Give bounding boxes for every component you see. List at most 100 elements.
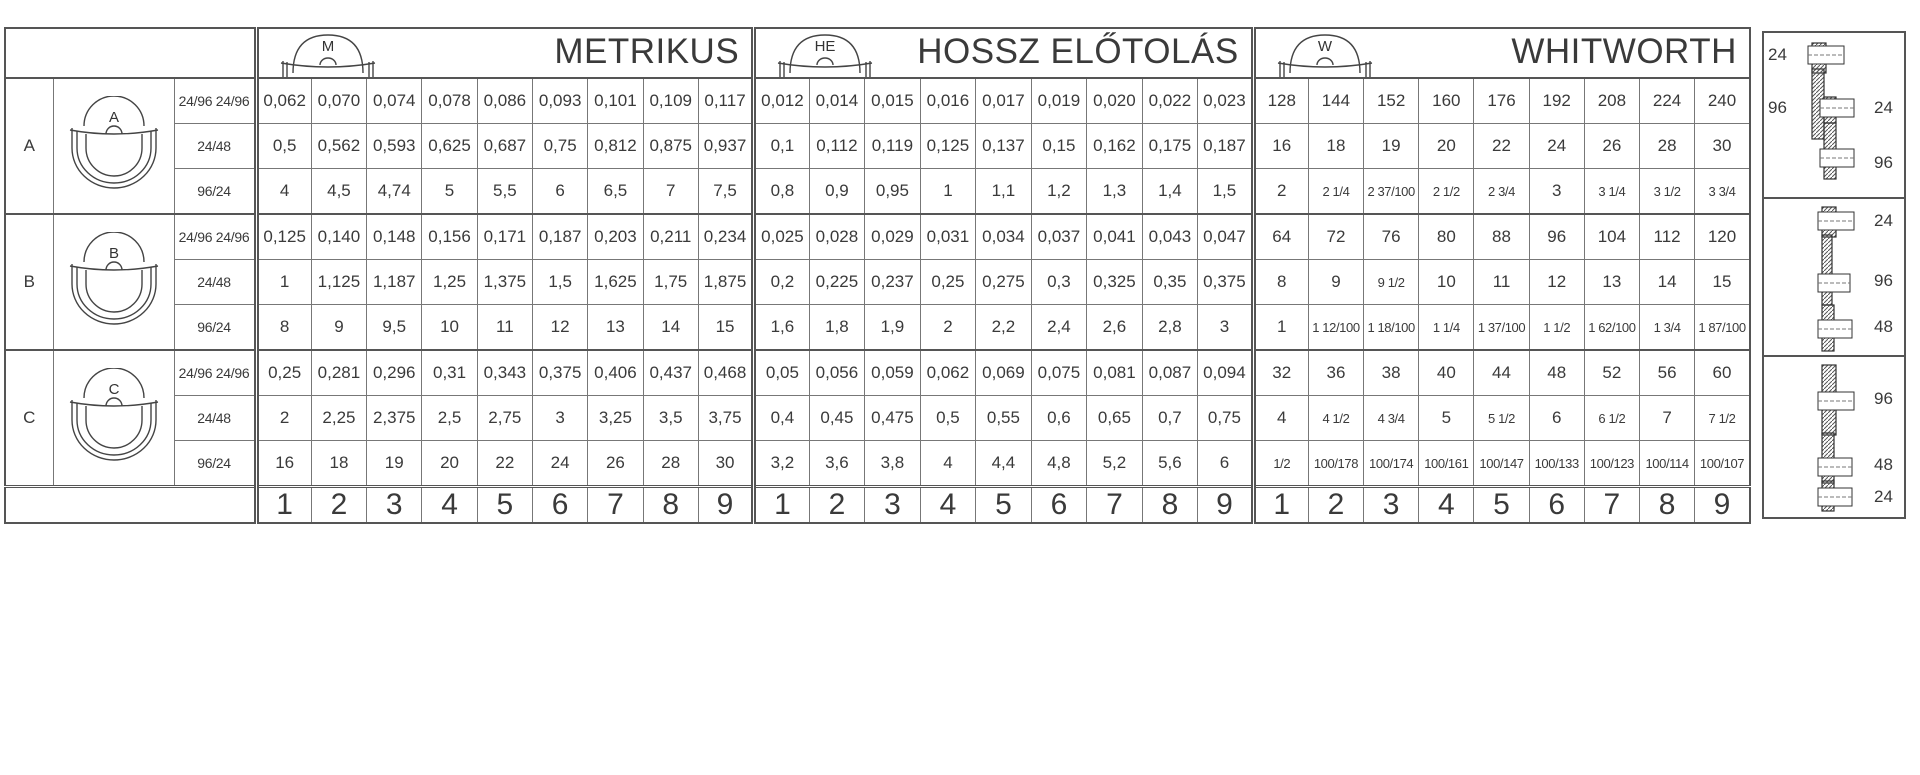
value-cell: 100/123 (1583, 440, 1640, 487)
value-cell: 1,2 (1030, 168, 1088, 215)
value-cell: 0,9 (808, 168, 866, 215)
value-cell: 0,275 (975, 259, 1032, 305)
value-cell: 0,35 (1141, 259, 1199, 305)
value-cell: 2,8 (1141, 304, 1199, 351)
value-cell: 0,281 (310, 349, 368, 396)
value-cell: 10 (1418, 259, 1475, 305)
value-cell: 0,137 (975, 123, 1032, 169)
value-cell: 4,4 (975, 440, 1032, 487)
value-cell: 0,148 (366, 213, 423, 260)
value-cell: 12 (531, 304, 589, 351)
value-cell: 38 (1363, 349, 1420, 396)
value-cell: 0,237 (864, 259, 921, 305)
table-row: A A 24/96 24/96 0,062 0,070 0,074 0,078 0,086 0,… (4, 77, 1751, 215)
value-cell: 2,6 (1086, 304, 1143, 351)
value-cell: 0,343 (476, 349, 533, 396)
value-cell: 1,1 (975, 168, 1032, 215)
value-cell: 19 (366, 440, 423, 487)
value-cell: 22 (1473, 123, 1530, 169)
value-cell: 0,65 (1086, 395, 1143, 441)
value-cell: 1,125 (310, 259, 368, 305)
threading-feed-chart: M METRIKUS HE HOSSZ ELŐTOLÁS W WHITWORTH A A 24/… (4, 27, 1751, 524)
value-cell: 1 1/2 (1528, 304, 1585, 351)
value-cell: 2,2 (975, 304, 1032, 351)
value-cell: 1,9 (864, 304, 921, 351)
lever-letter: A (108, 109, 118, 126)
lever-position-number: 5 (975, 485, 1032, 524)
value-cell: 76 (1363, 213, 1420, 260)
value-cell: 128 (1250, 77, 1309, 124)
lever-position-number: 2 (808, 485, 866, 524)
value-cell: 0,4 (751, 395, 810, 441)
lever-position-number: 8 (1638, 485, 1696, 524)
value-cell: 0,014 (808, 77, 866, 124)
lever-position-number: 6 (531, 485, 589, 524)
gear-tooth-count: 24 (1874, 98, 1893, 117)
table-row: 96/24 16 18 19 20 22 24 26 28 30 3,2 3,6 3,8 4 4,4 4,8 5… (5, 440, 1751, 487)
value-cell: 2 (1250, 168, 1309, 215)
lever-position-number: 8 (1141, 485, 1199, 524)
value-cell: 4,74 (366, 168, 423, 215)
section-title: HOSSZ ELŐTOLÁS (917, 32, 1239, 71)
value-cell: 0,437 (642, 349, 699, 396)
value-cell: 4,8 (1030, 440, 1088, 487)
gear-tooth-count: 48 (1874, 317, 1893, 336)
lever-position-number: 1 (253, 485, 312, 524)
value-cell: 0,75 (1197, 395, 1254, 441)
value-cell: 0,015 (864, 77, 921, 124)
section-title: METRIKUS (554, 32, 740, 71)
value-cell: 0,109 (642, 77, 699, 124)
value-cell: 160 (1418, 77, 1475, 124)
value-cell: 0,5 (919, 395, 977, 441)
lever-position-number: 2 (310, 485, 368, 524)
lever-position-number: 5 (476, 485, 533, 524)
value-cell: 9,5 (366, 304, 423, 351)
gear-tooth-count: 96 (1874, 271, 1893, 290)
value-cell: 0,6 (1030, 395, 1088, 441)
value-cell: 1 62/100 (1583, 304, 1640, 351)
value-cell: 11 (1473, 259, 1530, 305)
section-header-hossz: HE HOSSZ ELŐTOLÁS (751, 27, 1254, 79)
value-cell: 100/133 (1528, 440, 1585, 487)
value-cell: 1,625 (587, 259, 644, 305)
value-cell: 0,140 (310, 213, 368, 260)
value-cell: 1,6 (751, 304, 810, 351)
value-cell: 0,074 (366, 77, 423, 124)
value-cell: 0,025 (751, 213, 810, 260)
value-cell: 11 (476, 304, 533, 351)
value-cell: 3 3/4 (1694, 168, 1751, 215)
value-cell: 20 (421, 440, 478, 487)
value-cell: 192 (1528, 77, 1585, 124)
value-cell: 0,086 (476, 77, 533, 124)
value-cell: 52 (1583, 349, 1640, 396)
lever-position-number: 4 (421, 485, 478, 524)
lever-letter: HE (815, 38, 836, 55)
value-cell: 1,8 (808, 304, 866, 351)
value-cell: 0,203 (587, 213, 644, 260)
group-letter: B (4, 213, 54, 351)
value-cell: 0,937 (697, 123, 755, 169)
value-cell: 0,016 (919, 77, 977, 124)
value-cell: 7 1/2 (1694, 395, 1751, 441)
value-cell: 0,125 (919, 123, 977, 169)
gear-ratio: 96/24 (173, 304, 257, 351)
value-cell: 60 (1694, 349, 1751, 396)
value-cell: 9 (310, 304, 368, 351)
value-cell: 0,087 (1141, 349, 1199, 396)
value-cell: 0,325 (1086, 259, 1143, 305)
gear-box: 24 96 48 (1764, 199, 1904, 357)
value-cell: 1 (1250, 304, 1309, 351)
value-cell: 1 1/4 (1418, 304, 1475, 351)
lever-position-number: 9 (1197, 485, 1254, 524)
value-cell: 2,375 (366, 395, 423, 441)
value-cell: 3,25 (587, 395, 644, 441)
value-cell: 4 1/2 (1307, 395, 1365, 441)
value-cell: 0,037 (1030, 213, 1088, 260)
value-cell: 0,25 (919, 259, 977, 305)
table-row: 96/24 4 4,5 4,74 5 5,5 6 6,5 7 7,5 0,8 0,9 0,95 1 1,1 1… (5, 168, 1751, 215)
value-cell: 1/2 (1250, 440, 1309, 487)
value-cell: 2,75 (476, 395, 533, 441)
value-cell: 24 (1528, 123, 1585, 169)
value-cell: 4,5 (310, 168, 368, 215)
